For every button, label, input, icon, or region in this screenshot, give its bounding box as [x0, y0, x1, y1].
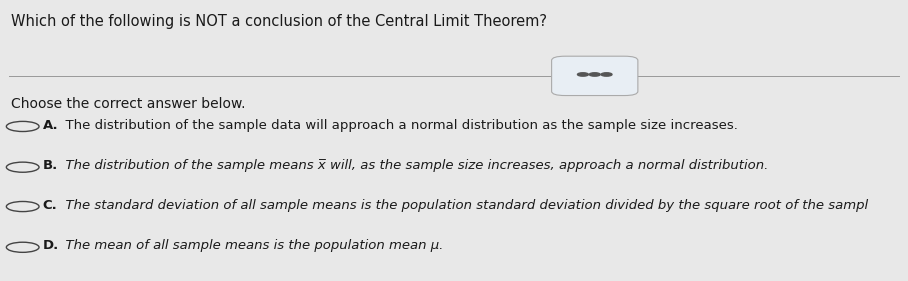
Text: B.: B.	[43, 159, 58, 172]
Text: The mean of all sample means is the population mean μ.: The mean of all sample means is the popu…	[57, 239, 444, 252]
Circle shape	[577, 73, 588, 76]
Circle shape	[6, 201, 39, 212]
Circle shape	[6, 162, 39, 172]
Circle shape	[6, 121, 39, 132]
Text: A.: A.	[43, 119, 58, 132]
Text: C.: C.	[43, 199, 57, 212]
Text: The distribution of the sample data will approach a normal distribution as the s: The distribution of the sample data will…	[57, 119, 738, 132]
Circle shape	[589, 73, 600, 76]
Circle shape	[601, 73, 612, 76]
FancyBboxPatch shape	[552, 56, 638, 96]
Text: D.: D.	[43, 239, 59, 252]
Circle shape	[6, 242, 39, 252]
Text: The distribution of the sample means x̅ will, as the sample size increases, appr: The distribution of the sample means x̅ …	[57, 159, 768, 172]
Text: Choose the correct answer below.: Choose the correct answer below.	[11, 97, 245, 111]
Text: The standard deviation of all sample means is the population standard deviation : The standard deviation of all sample mea…	[57, 199, 868, 212]
Text: Which of the following is NOT a conclusion of the Central Limit Theorem?: Which of the following is NOT a conclusi…	[11, 14, 547, 29]
